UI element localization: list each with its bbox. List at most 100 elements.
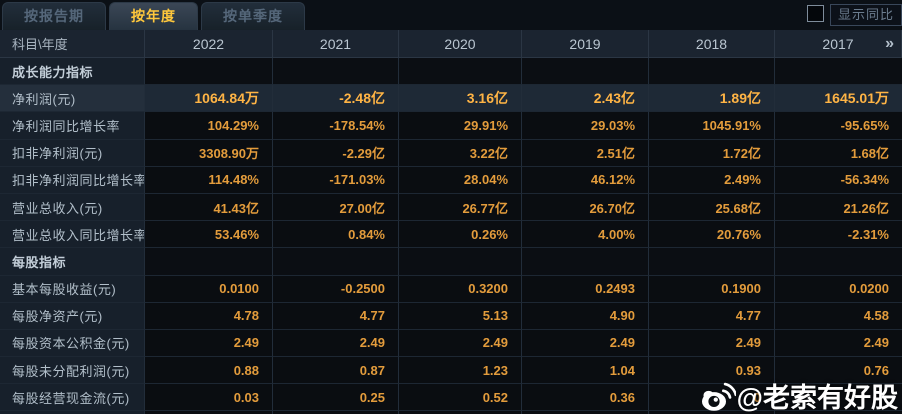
value-cell: 1.04	[522, 357, 649, 385]
value-cell: 0.26%	[399, 221, 522, 249]
value-cell: 4.77	[273, 302, 399, 330]
value-cell	[775, 248, 902, 276]
filler-row	[0, 411, 902, 414]
value-cell: 2.49	[775, 329, 902, 358]
value-cell: 1.68亿	[775, 139, 902, 167]
corner-label: 科目\年度	[0, 30, 145, 58]
value-cell	[145, 248, 273, 276]
value-cell	[649, 248, 775, 276]
section-row[interactable]: 每股指标	[0, 248, 902, 276]
value-cell: 28.04%	[399, 166, 522, 194]
table-body: 成长能力指标 净利润(元) 1064.84万 -2.48亿 3.16亿 2.43亿 1.89…	[0, 58, 902, 414]
year-column-header[interactable]: 2022	[145, 30, 273, 58]
table-row[interactable]: 每股未分配利润(元) 0.88 0.87 1.23 1.04 0.93 0.76	[0, 357, 902, 385]
value-cell: 1064.84万	[145, 85, 273, 113]
value-cell: 2.49	[145, 329, 273, 358]
value-cell: 0.84%	[273, 221, 399, 249]
value-cell: 0.1900	[649, 275, 775, 303]
row-label: 每股经营现金流(元)	[0, 384, 145, 412]
value-cell: -0.2500	[273, 275, 399, 303]
value-cell	[399, 411, 522, 414]
table-row[interactable]: 扣非净利润(元) 3308.90万 -2.29亿 3.22亿 2.51亿 1.72亿 1.6…	[0, 139, 902, 167]
value-cell: 1045.91%	[649, 112, 775, 140]
value-cell: 46.12%	[522, 166, 649, 194]
year-column-header[interactable]: 2020	[399, 30, 522, 58]
value-cell: 0.52	[399, 384, 522, 412]
table-row[interactable]: 每股资本公积金(元) 2.49 2.49 2.49 2.49 2.49 2.49	[0, 329, 902, 358]
show-yoy-checkbox[interactable]	[807, 5, 824, 22]
table-row[interactable]: 每股净资产(元) 4.78 4.77 5.13 4.90 4.77 4.58	[0, 302, 902, 330]
section-row[interactable]: 成长能力指标	[0, 58, 902, 86]
value-cell	[145, 411, 273, 414]
value-cell: 0	[649, 384, 775, 412]
table-row[interactable]: 营业总收入同比增长率 53.46% 0.84% 0.26% 4.00% 20.76% -2.…	[0, 221, 902, 249]
value-cell: -56.34%	[775, 166, 902, 194]
year-column-header[interactable]: 2017 »	[775, 30, 902, 58]
tab-single-quarter[interactable]: 按单季度	[201, 2, 305, 30]
table-row[interactable]: 净利润(元) 1064.84万 -2.48亿 3.16亿 2.43亿 1.89亿 1645.…	[0, 85, 902, 113]
value-cell	[145, 58, 273, 86]
value-cell	[273, 411, 399, 414]
table-row[interactable]: 扣非净利润同比增长率 114.48% -171.03% 28.04% 46.12% 2.4…	[0, 166, 902, 194]
value-cell: 20.76%	[649, 221, 775, 249]
value-cell: -95.65%	[775, 112, 902, 140]
value-cell: 27.00亿	[273, 193, 399, 222]
value-cell: 0.93	[649, 357, 775, 385]
value-cell: 2.49	[522, 329, 649, 358]
table-row[interactable]: 净利润同比增长率 104.29% -178.54% 29.91% 29.03% 1045.…	[0, 112, 902, 140]
value-cell: 4.90	[522, 302, 649, 330]
value-cell: 25.68亿	[649, 193, 775, 222]
value-cell: -2.31%	[775, 221, 902, 249]
value-cell: 2.49	[273, 329, 399, 358]
table-row[interactable]: 营业总收入(元) 41.43亿 27.00亿 26.77亿 26.70亿 25.68亿 21…	[0, 193, 902, 222]
value-cell: 3308.90万	[145, 139, 273, 167]
value-cell: 29.03%	[522, 112, 649, 140]
value-cell: 53.46%	[145, 221, 273, 249]
year-column-header[interactable]: 2018	[649, 30, 775, 58]
year-column-header[interactable]: 2019	[522, 30, 649, 58]
value-cell: 1645.01万	[775, 85, 902, 113]
value-cell: 2.49%	[649, 166, 775, 194]
period-tabbar: 按报告期 按年度 按单季度 显示同比	[0, 0, 902, 30]
row-label: 营业总收入同比增长率	[0, 221, 145, 249]
value-cell: 0.03	[145, 384, 273, 412]
row-label: 净利润(元)	[0, 85, 145, 113]
value-cell: 29.91%	[399, 112, 522, 140]
value-cell: 21.26亿	[775, 193, 902, 222]
value-cell	[399, 58, 522, 86]
value-cell: 4.78	[145, 302, 273, 330]
show-yoy-label[interactable]: 显示同比	[830, 4, 902, 26]
value-cell	[775, 58, 902, 86]
value-cell: 0.87	[273, 357, 399, 385]
value-cell: 5.13	[399, 302, 522, 330]
value-cell: -178.54%	[273, 112, 399, 140]
value-cell: 2.51亿	[522, 139, 649, 167]
tab-annual[interactable]: 按年度	[109, 2, 198, 30]
value-cell: -2.29亿	[273, 139, 399, 167]
value-cell	[273, 58, 399, 86]
value-cell	[775, 384, 902, 412]
year-column-header[interactable]: 2021	[273, 30, 399, 58]
table-row[interactable]: 基本每股收益(元) 0.0100 -0.2500 0.3200 0.2493 0.1900…	[0, 275, 902, 303]
tab-report-period[interactable]: 按报告期	[2, 2, 106, 30]
value-cell: 0.2493	[522, 275, 649, 303]
value-cell: 0.25	[273, 384, 399, 412]
value-cell: 2.43亿	[522, 85, 649, 113]
value-cell	[522, 248, 649, 276]
value-cell: 0.3200	[399, 275, 522, 303]
value-cell: 0.76	[775, 357, 902, 385]
value-cell	[522, 58, 649, 86]
value-cell: 4.00%	[522, 221, 649, 249]
value-cell: 1.89亿	[649, 85, 775, 113]
table-row[interactable]: 每股经营现金流(元) 0.03 0.25 0.52 0.36 0	[0, 384, 902, 412]
value-cell: 4.77	[649, 302, 775, 330]
value-cell: 3.16亿	[399, 85, 522, 113]
more-columns-icon[interactable]: »	[885, 34, 894, 52]
value-cell: 41.43亿	[145, 193, 273, 222]
row-label: 每股资本公积金(元)	[0, 329, 145, 358]
row-label: 每股未分配利润(元)	[0, 357, 145, 385]
value-cell: -171.03%	[273, 166, 399, 194]
value-cell: 114.48%	[145, 166, 273, 194]
value-cell: 1.23	[399, 357, 522, 385]
